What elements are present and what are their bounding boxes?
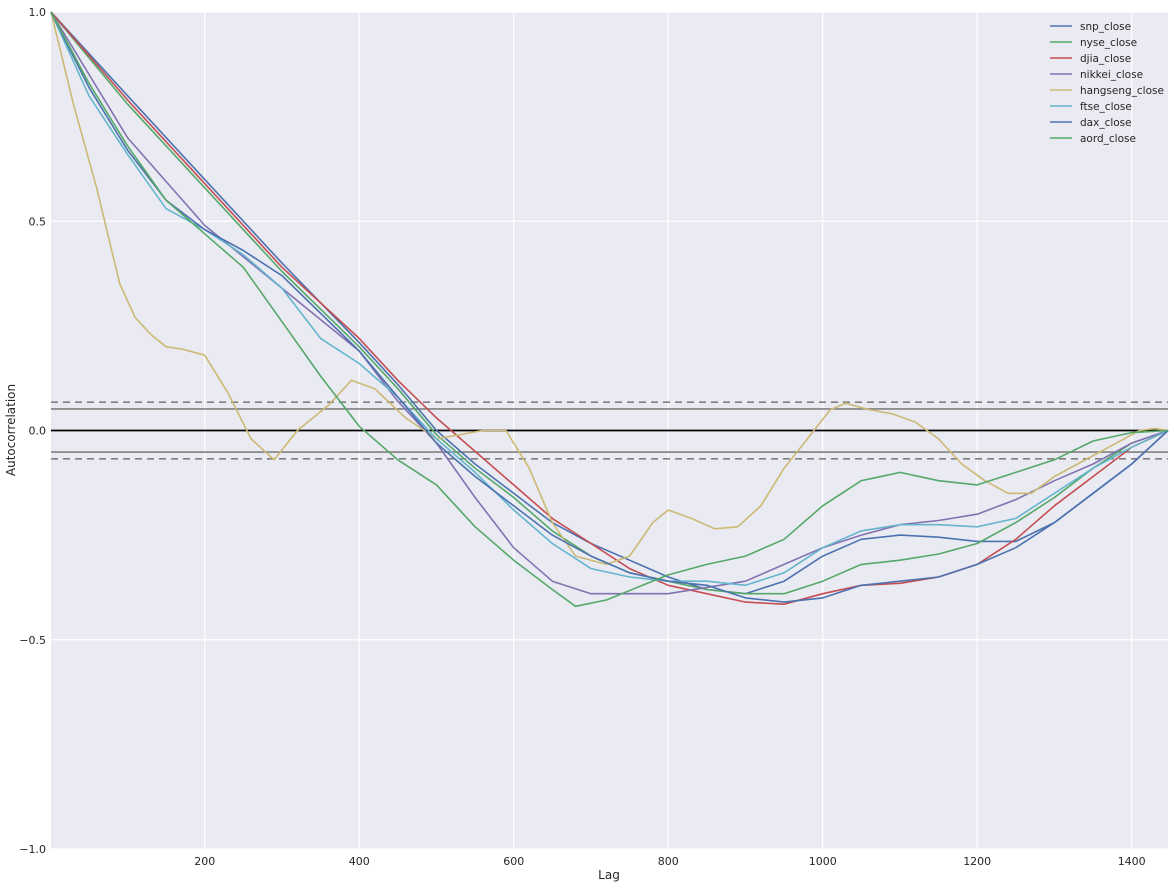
legend-label: nyse_close [1080, 37, 1137, 49]
legend-label: ftse_close [1080, 101, 1132, 113]
series-line-djia_close [50, 11, 1169, 605]
legend-label: nikkei_close [1080, 69, 1143, 81]
y-axis-label: Autocorrelation [4, 384, 18, 476]
legend-item-snp_close: snp_close [1050, 21, 1131, 33]
series-line-hangseng_close [50, 11, 1169, 566]
series-lines [50, 11, 1169, 608]
x-axis-ticks: 200 400 600 800 1000 1200 1400 [194, 855, 1145, 868]
x-tick-label: 1000 [809, 855, 837, 868]
y-tick-label: 1.0 [29, 6, 47, 19]
legend-label: djia_close [1080, 53, 1131, 65]
y-tick-label: 0.0 [29, 425, 47, 438]
series-line-nyse_close [50, 11, 1169, 595]
x-tick-label: 1200 [963, 855, 991, 868]
legend-label: snp_close [1080, 21, 1131, 33]
y-axis-ticks: 1.0 0.5 0.0 −0.5 −1.0 [19, 6, 46, 856]
x-tick-label: 600 [503, 855, 524, 868]
legend-item-nikkei_close: nikkei_close [1050, 69, 1143, 81]
y-tick-label: −1.0 [19, 843, 46, 856]
x-axis-label: Lag [598, 868, 620, 882]
legend-label: dax_close [1080, 117, 1132, 129]
reference-lines [51, 401, 1168, 460]
legend-item-aord_close: aord_close [1050, 133, 1136, 145]
x-tick-label: 800 [658, 855, 679, 868]
legend-item-ftse_close: ftse_close [1050, 101, 1132, 113]
legend: snp_close nyse_close djia_close nikkei_clos… [1050, 21, 1164, 145]
x-tick-label: 200 [194, 855, 215, 868]
legend-item-nyse_close: nyse_close [1050, 37, 1137, 49]
series-line-aord_close [50, 11, 1169, 608]
legend-item-djia_close: djia_close [1050, 53, 1131, 65]
legend-item-hangseng_close: hangseng_close [1050, 85, 1164, 97]
x-tick-label: 400 [349, 855, 370, 868]
series-line-dax_close [50, 11, 1169, 603]
series-line-ftse_close [50, 11, 1169, 587]
legend-label: aord_close [1080, 133, 1136, 145]
legend-item-dax_close: dax_close [1050, 117, 1132, 129]
y-tick-label: −0.5 [19, 634, 46, 647]
legend-label: hangseng_close [1080, 85, 1164, 97]
x-tick-label: 1400 [1118, 855, 1146, 868]
y-tick-label: 0.5 [29, 215, 47, 228]
